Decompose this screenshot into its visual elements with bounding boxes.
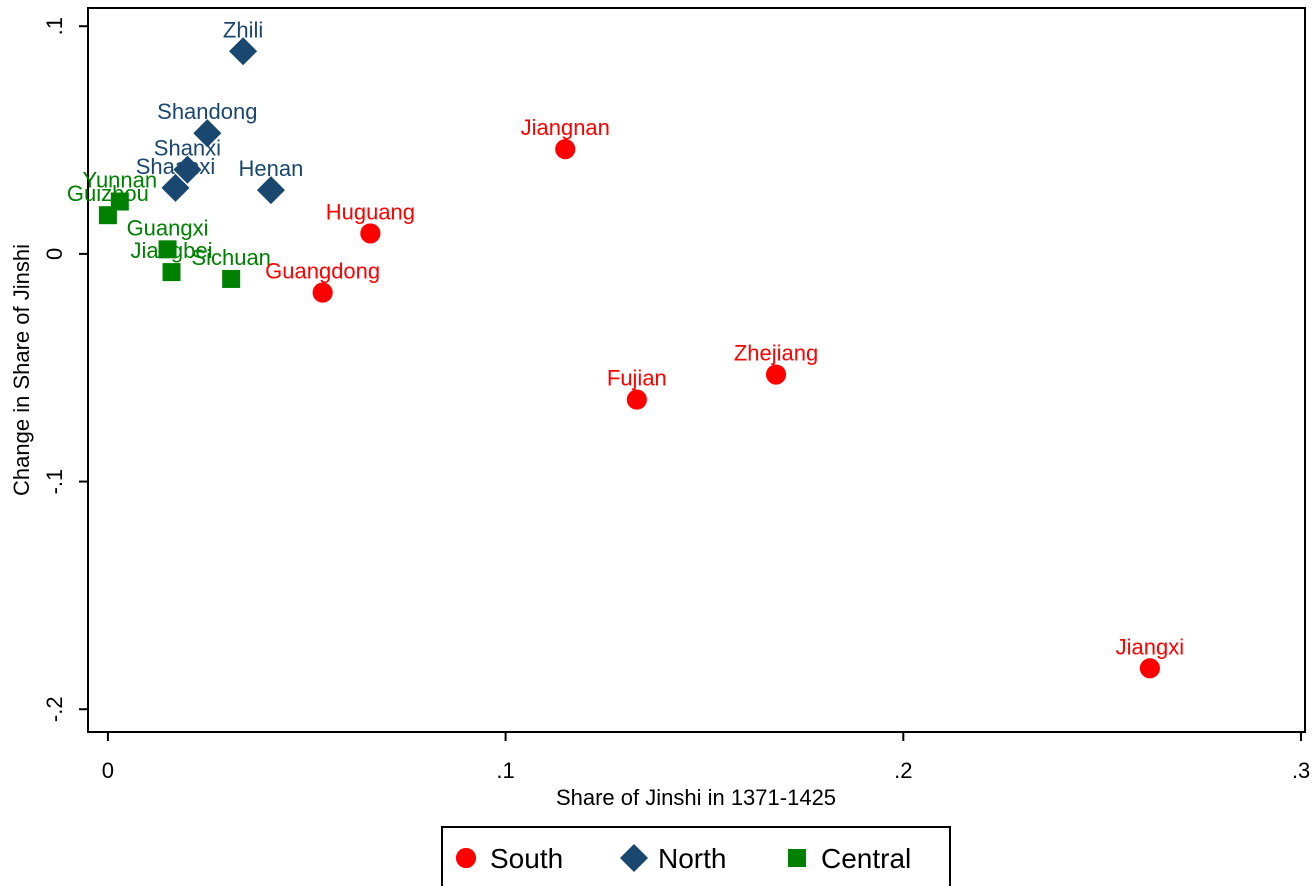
y-tick-label: .1 [42, 17, 67, 35]
y-tick-label: -.2 [42, 696, 67, 722]
point-label: Yunnan [82, 168, 157, 193]
legend-label: South [490, 843, 563, 874]
legend: South North Central [441, 826, 951, 886]
data-point [256, 176, 285, 205]
legend-label: Central [821, 843, 911, 874]
point-label: Fujian [607, 366, 667, 391]
point-label: Shanxi [154, 136, 221, 161]
data-point [161, 173, 190, 202]
x-tick-label: .3 [1292, 758, 1310, 783]
data-point [193, 119, 222, 148]
x-axis-ticks: 0 .1 .2 .3 [102, 732, 1310, 783]
data-point [222, 269, 241, 288]
point-label: Guangxi [127, 215, 209, 240]
point-label: Jiangbei [131, 238, 213, 263]
point-label: Jiangxi [1116, 634, 1184, 659]
data-point [1139, 658, 1160, 679]
y-axis-ticks: -.2 -.1 0 .1 [42, 17, 88, 722]
point-label: Henan [239, 156, 304, 181]
data-point [162, 263, 181, 282]
data-point [312, 282, 333, 303]
data-point [110, 192, 129, 211]
legend-box [441, 826, 951, 886]
y-axis-title: Change in Share of Jinshi [9, 244, 34, 496]
y-tick-label: 0 [42, 248, 67, 260]
y-tick-label: -.1 [42, 469, 67, 495]
data-point [229, 37, 258, 66]
point-label: Shaanxi [136, 154, 216, 179]
legend-marker [788, 849, 806, 867]
point-label: Jiangnan [521, 115, 610, 140]
legend-marker [455, 847, 477, 869]
legend-items: South North Central [455, 843, 911, 874]
legend-label: North [658, 843, 726, 874]
point-label: Sichuan [191, 245, 271, 270]
point-label: Shandong [157, 99, 257, 124]
data-point [765, 364, 787, 385]
plot-frame [87, 7, 1306, 733]
legend-marker [619, 843, 649, 873]
data-point [98, 206, 117, 225]
data-point [555, 139, 576, 160]
point-labels: Jiangnan Huguang Guangdong Fujian Zhejiang Ji… [67, 17, 1184, 659]
data-point [173, 155, 202, 184]
data-point [158, 240, 177, 259]
data-point [626, 389, 647, 410]
x-tick-label: .2 [894, 758, 912, 783]
point-label: Guizhou [67, 181, 149, 206]
x-axis-title: Share of Jinshi in 1371-1425 [556, 785, 836, 810]
point-label: Guangdong [265, 259, 380, 284]
x-tick-label: .1 [496, 758, 514, 783]
data-points [98, 37, 1160, 679]
point-label: Huguang [326, 199, 415, 224]
point-label: Zhejiang [734, 341, 818, 366]
x-tick-label: 0 [102, 758, 114, 783]
data-point [360, 223, 381, 244]
point-label: Zhili [223, 17, 263, 42]
